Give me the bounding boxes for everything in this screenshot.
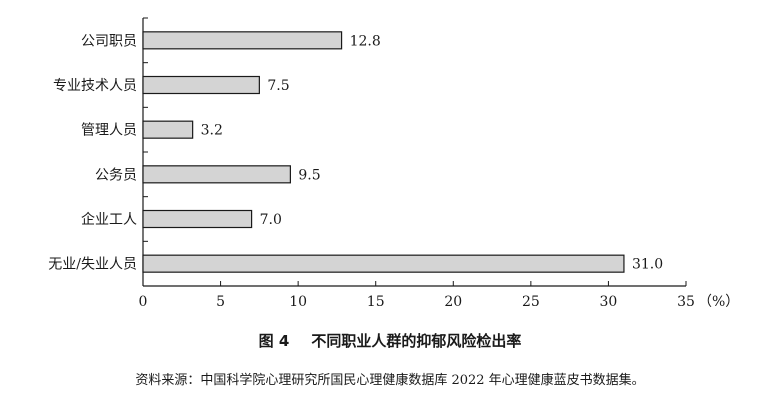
- category-label: 公司职员: [81, 33, 137, 49]
- category-label: 公务员: [95, 167, 137, 183]
- bar: [142, 165, 291, 184]
- bar: [142, 254, 625, 273]
- x-tick-label: 5: [216, 294, 225, 310]
- bar: [142, 31, 343, 50]
- value-label: 7.5: [267, 78, 289, 94]
- category-label: 管理人员: [81, 123, 137, 139]
- x-tick-label: 20: [444, 294, 462, 310]
- category-label: 企业工人: [81, 211, 137, 228]
- value-label: 31.0: [632, 257, 663, 273]
- x-tick-label: 10: [289, 294, 307, 310]
- bar: [142, 209, 253, 229]
- figure-caption: 图 4 不同职业人群的抑郁风险检出率: [0, 330, 780, 351]
- category-label: 专业技术人员: [53, 78, 137, 94]
- x-tick-label: 0: [139, 294, 148, 310]
- figure-title: 不同职业人群的抑郁风险检出率: [311, 332, 522, 350]
- x-tick-label: 30: [600, 294, 618, 310]
- figure-source-note: 资料来源：中国科学院心理研究所国民心理健康数据库 2022 年心理健康蓝皮书数据…: [135, 373, 645, 388]
- figure-number: 图 4: [258, 332, 290, 350]
- x-tick-label: 15: [367, 294, 385, 310]
- category-label: 无业/失业人员: [48, 257, 137, 273]
- value-label: 3.2: [201, 123, 223, 139]
- bar: [142, 75, 260, 95]
- x-tick-label: 25: [522, 294, 540, 310]
- bar: [142, 120, 194, 139]
- value-label: 7.0: [260, 212, 282, 228]
- x-tick-label: 35: [677, 294, 695, 310]
- value-label: 12.8: [350, 33, 381, 49]
- x-unit-label: （%）: [698, 294, 739, 310]
- value-label: 9.5: [298, 167, 320, 183]
